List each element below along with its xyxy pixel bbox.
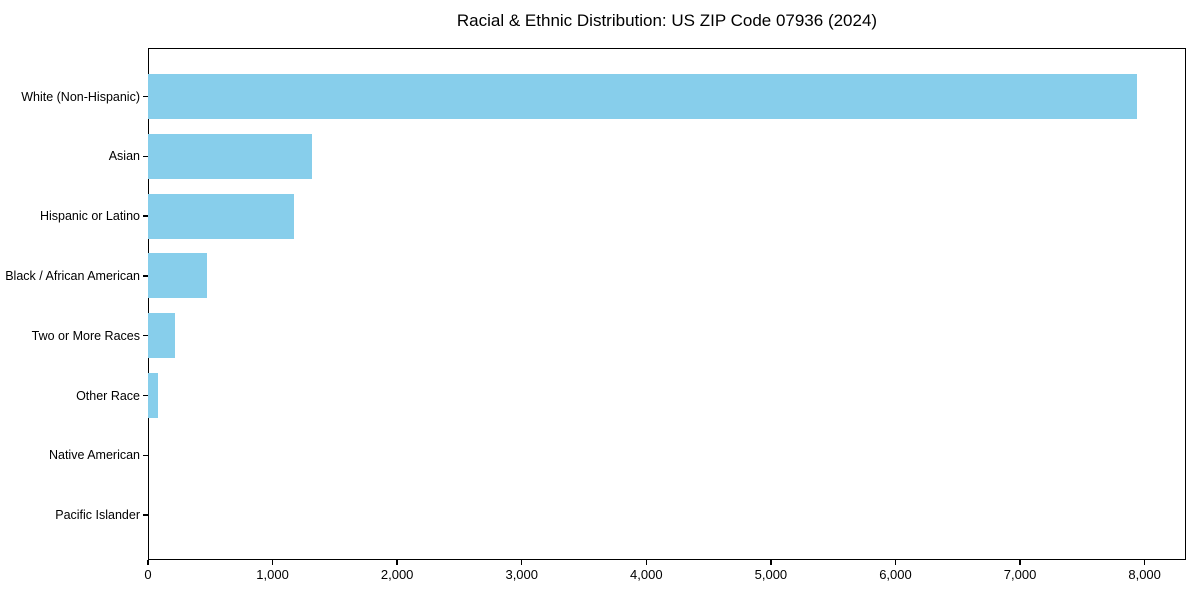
bar-hispanic-or-latino — [148, 193, 294, 239]
y-tick-mark — [143, 95, 148, 98]
chart-title: Racial & Ethnic Distribution: US ZIP Cod… — [456, 11, 878, 30]
x-tick-label: 7,000 — [1003, 567, 1037, 582]
y-axis-label-other-race: Other Race — [76, 388, 140, 403]
x-tick-label: 6,000 — [879, 567, 912, 582]
y-axis-label-asian: Asian — [108, 149, 140, 164]
x-tick-label: 5,000 — [754, 567, 788, 582]
y-axis-label-hispanic-or-latino: Hispanic or Latino — [39, 209, 140, 224]
x-tick-mark — [645, 560, 648, 565]
x-tick-mark — [770, 560, 772, 565]
x-tick-mark — [271, 560, 274, 565]
y-tick-mark — [143, 454, 148, 457]
x-tick-label: 8,000 — [1128, 567, 1161, 582]
y-tick-mark — [143, 215, 148, 217]
y-tick-mark — [143, 334, 148, 337]
y-axis-label-black-african-american: Black / African American — [5, 268, 140, 283]
x-tick-label: 1,000 — [256, 567, 289, 582]
x-tick-mark — [520, 560, 523, 565]
x-tick-mark — [894, 560, 897, 565]
x-tick-mark — [396, 560, 398, 565]
y-axis-label-two-or-more-races: Two or More Races — [31, 328, 140, 343]
bar-black-african-american — [148, 253, 207, 299]
bar-other-race — [148, 373, 158, 418]
y-axis-label-native-american: Native American — [48, 448, 140, 463]
x-tick-mark — [1019, 560, 1021, 565]
x-tick-label: 3,000 — [505, 567, 539, 582]
y-tick-mark — [143, 275, 148, 277]
x-tick-label: 2,000 — [380, 567, 414, 582]
bar-asian — [148, 133, 312, 179]
bars-layer — [148, 48, 1186, 560]
y-axis-label-pacific-islander: Pacific Islander — [55, 508, 140, 523]
bar-white-non-hispanic — [148, 74, 1137, 119]
y-tick-mark — [143, 155, 148, 158]
x-tick-label: 0 — [144, 567, 152, 582]
x-tick-mark — [147, 560, 149, 565]
x-tick-mark — [1143, 560, 1146, 565]
x-tick-label: 4,000 — [630, 567, 663, 582]
y-tick-mark — [143, 514, 148, 516]
y-axis-label-white-non-hispanic: White (Non-Hispanic) — [21, 89, 140, 104]
plot-area — [148, 48, 1186, 560]
bar-two-or-more-races — [148, 313, 176, 359]
y-tick-mark — [143, 394, 148, 397]
